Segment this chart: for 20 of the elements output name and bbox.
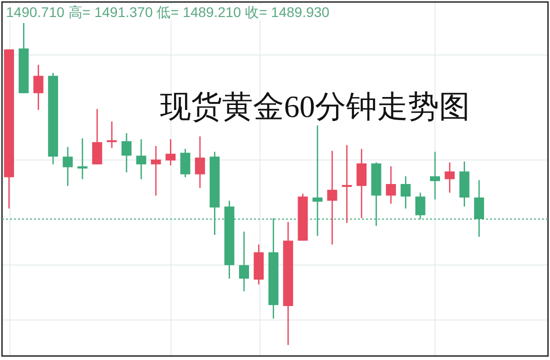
candlestick [166, 138, 176, 166]
candlestick [386, 166, 396, 204]
candlestick [150, 145, 161, 196]
candlestick [106, 120, 117, 149]
candlestick [430, 151, 440, 200]
candlestick [239, 231, 250, 292]
candlestick [122, 132, 132, 174]
candlestick [33, 64, 44, 111]
candlestick [92, 108, 102, 166]
candlestick [327, 150, 338, 246]
candlestick [194, 136, 205, 189]
candlestick [342, 144, 352, 224]
candlestick [62, 146, 73, 187]
text: 1490.710 高= 1491.370 低= 1489.210 收= 1489.930 [6, 4, 330, 20]
candlestick [444, 162, 455, 194]
candlestick [356, 148, 367, 219]
candlestick [136, 138, 146, 180]
text: 现货黄金60分钟走势图 [160, 89, 470, 124]
candlestick [180, 148, 190, 178]
candlestick [400, 176, 411, 210]
